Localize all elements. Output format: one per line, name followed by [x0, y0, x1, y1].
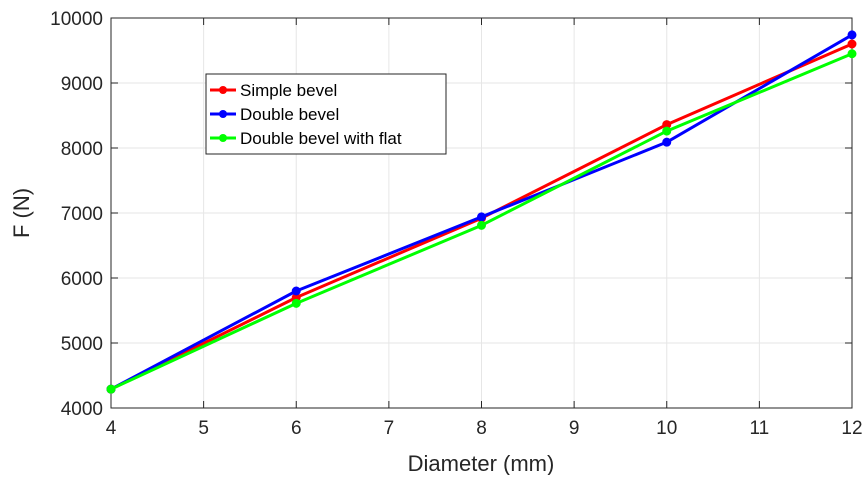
legend-label: Simple bevel: [240, 81, 337, 100]
x-tick-label: 10: [656, 418, 677, 439]
legend-box: [205, 73, 447, 155]
y-tick-label: 6000: [61, 269, 103, 290]
legend-label: Double bevel with flat: [240, 129, 402, 148]
y-tick-label: 7000: [61, 204, 103, 225]
y-tick-label: 10000: [50, 9, 103, 30]
y-tick-label: 4000: [61, 399, 103, 420]
x-tick-label: 11: [750, 418, 770, 439]
legend-marker: [219, 86, 227, 94]
data-point: [106, 384, 116, 394]
data-point: [847, 49, 857, 59]
legend-marker: [219, 110, 227, 118]
data-point: [291, 286, 301, 296]
data-point: [847, 39, 857, 49]
y-tick-label: 8000: [61, 139, 103, 160]
legend-label: Double bevel: [240, 105, 339, 124]
data-point: [291, 298, 301, 308]
data-point: [477, 220, 486, 230]
data-point: [847, 30, 857, 40]
x-tick-label: 8: [476, 418, 487, 439]
x-tick-label: 4: [106, 418, 117, 439]
y-tick-label: 5000: [61, 334, 103, 355]
data-series: [106, 30, 857, 394]
data-point: [662, 126, 672, 136]
legend: Simple bevel Double bevel Double bevel wit…: [205, 73, 447, 155]
x-tick-label: 6: [291, 418, 302, 439]
series-group: [106, 49, 857, 394]
x-tick-label: 7: [384, 418, 395, 439]
y-axis-label: F (N): [9, 188, 34, 238]
axes: 4 5 6 7 8 9 10 11 12 4000 5000 6000 7000 8000 9000 1000…: [50, 9, 862, 439]
data-point: [477, 212, 486, 222]
x-tick-label: 5: [198, 418, 209, 439]
y-tick-label: 9000: [61, 74, 103, 95]
legend-marker: [219, 134, 227, 142]
x-tick-label: 12: [841, 418, 862, 439]
x-tick-label: 9: [569, 418, 580, 439]
x-axis-label: Diameter (mm): [408, 451, 555, 475]
data-point: [662, 137, 672, 147]
